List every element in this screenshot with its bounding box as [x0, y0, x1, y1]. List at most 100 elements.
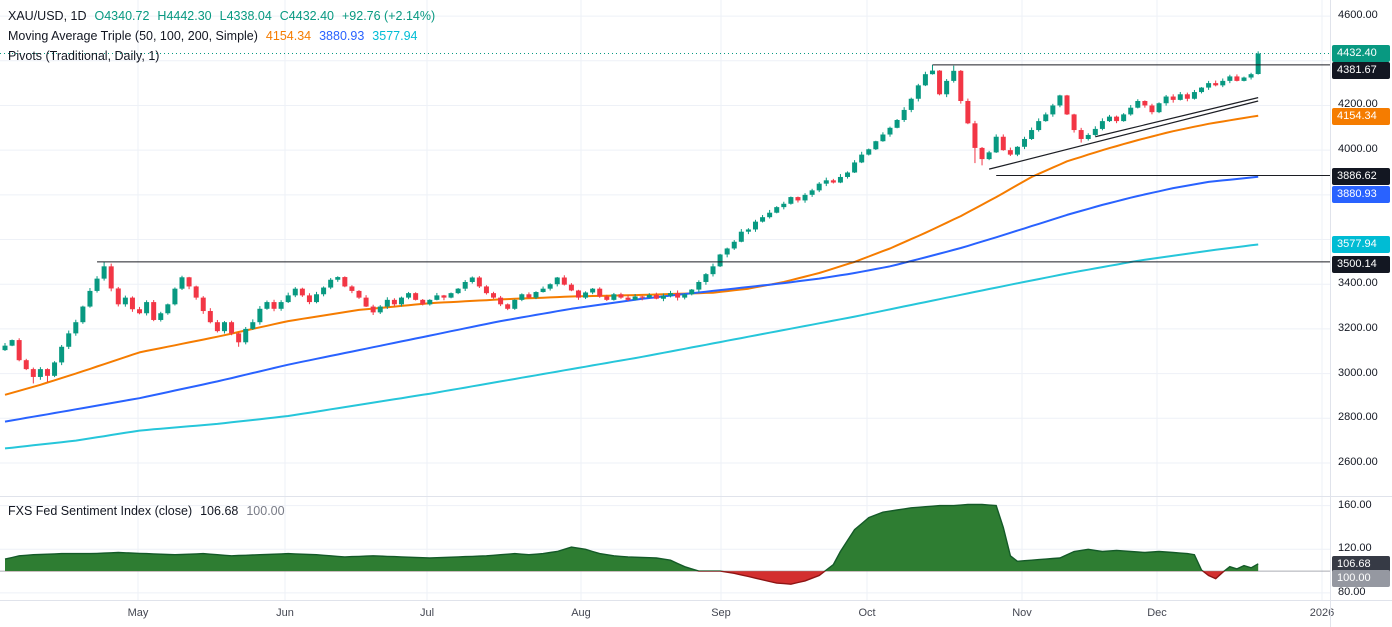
candle-body — [646, 294, 652, 298]
candle-body — [1213, 83, 1219, 86]
candle-body — [958, 70, 964, 101]
candle-body — [696, 281, 702, 290]
candle-body — [1142, 100, 1148, 106]
candle-body — [271, 302, 277, 309]
candle-body — [1099, 121, 1105, 129]
candle-body — [767, 212, 773, 218]
candle-body — [703, 274, 709, 282]
candle-body — [87, 290, 93, 307]
legend-symbol-row[interactable]: XAU/USD, 1D O4340.72 H4442.30 L4338.04 C… — [8, 6, 435, 26]
ohlc-low: L4338.04 — [219, 9, 272, 23]
price-badge: 3886.62 — [1332, 167, 1390, 185]
time-axis-label: Jun — [276, 607, 294, 619]
candle-body — [1170, 96, 1176, 100]
candle-body — [16, 340, 22, 361]
candle-body — [738, 231, 744, 242]
candle-body — [731, 241, 737, 249]
candle-body — [413, 293, 419, 300]
candle-body — [1007, 150, 1013, 155]
candle-body — [1227, 76, 1233, 81]
candle-body — [1156, 103, 1162, 113]
candle-body — [186, 277, 192, 287]
candle-body — [526, 294, 532, 298]
legend-sentiment-row[interactable]: FXS Fed Sentiment Index (close) 106.68 1… — [8, 501, 285, 521]
candle-body — [1177, 94, 1183, 100]
candle-body — [221, 322, 227, 332]
candle-body — [1220, 80, 1226, 86]
candle-body — [144, 302, 150, 314]
candle-body — [328, 279, 334, 288]
candle-body — [887, 127, 893, 135]
pane-divider[interactable] — [0, 496, 1392, 497]
price-badge: 4432.40 — [1332, 44, 1390, 62]
candle-body — [172, 288, 178, 305]
candle-body — [901, 109, 907, 120]
candle-body — [760, 217, 766, 222]
candle-body — [894, 119, 900, 128]
candle-body — [9, 340, 15, 346]
candle-body — [335, 277, 341, 280]
time-axis-label: Dec — [1147, 607, 1167, 619]
candle-body — [583, 292, 589, 298]
candle-body — [668, 293, 674, 296]
ma100-value: 3880.93 — [319, 29, 365, 43]
candle-body — [632, 296, 638, 300]
candle-body — [434, 295, 440, 300]
candle-body — [1000, 136, 1006, 151]
candle-body — [830, 180, 836, 183]
candle-body — [986, 152, 992, 160]
candle-body — [816, 183, 822, 191]
candle-body — [993, 136, 999, 153]
candle-body — [660, 295, 666, 299]
legend-pivots-row[interactable]: Pivots (Traditional, Daily, 1) — [8, 46, 435, 66]
candle-body — [965, 100, 971, 124]
candle-body — [498, 297, 504, 305]
candle-body — [80, 306, 86, 323]
price-axis[interactable] — [1331, 0, 1392, 600]
candle-body — [1114, 116, 1120, 122]
change-percent: +92.76 (+2.14%) — [342, 9, 436, 23]
legend-ma-row[interactable]: Moving Average Triple (50, 100, 200, Sim… — [8, 26, 435, 46]
candle-body — [158, 313, 164, 320]
candle-body — [717, 254, 723, 267]
price-tick-label: 4200.00 — [1338, 98, 1378, 111]
price-badge: 3577.94 — [1332, 235, 1390, 253]
time-axis[interactable]: May Jun Jul Aug Sep Oct Nov Dec 2026 — [0, 601, 1334, 627]
candle-body — [427, 299, 433, 305]
candle-body — [476, 277, 482, 287]
sentiment-baseline-value: 100.00 — [246, 504, 285, 518]
candle-body — [611, 294, 617, 300]
candle-body — [795, 197, 801, 201]
candle-body — [1248, 74, 1254, 78]
candle-body — [1014, 146, 1020, 155]
candle-body — [1106, 116, 1112, 122]
candle-body — [299, 288, 305, 296]
candle-body — [597, 288, 603, 297]
candle-body — [370, 306, 376, 313]
candle-body — [306, 295, 312, 303]
candle-body — [1128, 107, 1134, 115]
candle-body — [1199, 87, 1205, 93]
candle-body — [1241, 77, 1247, 81]
candle-body — [469, 277, 475, 282]
candle-body — [243, 328, 249, 343]
candle-body — [866, 149, 872, 155]
candle-body — [752, 221, 758, 230]
candle-body — [802, 194, 808, 201]
candle-body — [193, 286, 199, 298]
candle-body — [505, 304, 511, 309]
candle-body — [781, 203, 787, 208]
candle-body — [625, 297, 631, 300]
candle-body — [44, 369, 50, 376]
candle-body — [1092, 128, 1098, 135]
time-axis-label: May — [127, 607, 149, 619]
candle-body — [406, 293, 412, 298]
candle-body — [915, 85, 921, 99]
candle-body — [363, 297, 369, 307]
price-badge: 106.68 — [1332, 555, 1390, 573]
candle-body — [23, 360, 29, 370]
price-tick-label: 3400.00 — [1338, 277, 1378, 290]
sentiment-tick-label: 120.00 — [1338, 542, 1372, 555]
price-tick-label: 2800.00 — [1338, 411, 1378, 424]
